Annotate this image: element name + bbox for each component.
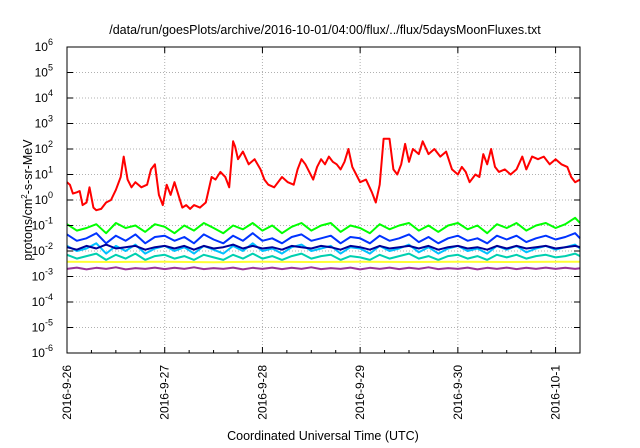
y-tick-label: 104 [35,88,53,105]
y-tick-label-base: 10 [35,193,49,207]
x-axis-ticks: 2016-9-26 2016-9-27 2016-9-28 2016-9-29 2016… [60,47,563,420]
y-tick-label: 10-4 [32,292,53,309]
y-tick-label-exp: -3 [45,267,53,277]
y-tick-label-base: 10 [32,219,46,233]
y-tick-label-exp: 5 [48,63,53,73]
y-tick-label: 105 [35,63,53,80]
series-line-5 [66,243,581,251]
x-tick-label: 2016-10-1 [549,365,563,420]
y-tick-label-exp: -6 [45,343,53,353]
x-tick-label: 2016-9-30 [451,365,465,420]
y-tick-label: 106 [35,37,53,54]
y-tick-label-base: 10 [32,295,46,309]
y-tick-label-base: 10 [35,142,49,156]
y-tick-label: 102 [35,139,53,156]
y-tick-label: 10-3 [32,267,53,284]
y-tick-label-base: 10 [35,40,49,54]
y-axis-label-tail: -s-sr-MeV [21,139,35,195]
x-tick-label: 2016-9-28 [255,365,269,420]
series-line-1 [66,137,581,212]
y-tick-label: 10-1 [32,216,53,233]
y-axis-label-main: protons/cm [21,199,35,261]
x-tick-label: 2016-9-26 [60,365,74,420]
series-group [66,137,581,271]
y-tick-label-exp: 1 [48,165,53,175]
y-tick-label-base: 10 [35,168,49,182]
y-tick-label-exp: -1 [45,216,53,226]
y-tick-label-base: 10 [32,270,46,284]
y-tick-label-exp: -5 [45,318,53,328]
chart-title: /data/run/goesPlots/archive/2016-10-01/0… [109,23,541,37]
y-tick-label: 10-6 [32,343,53,360]
y-tick-label-exp: 0 [48,190,53,200]
y-axis-label: protons/cm2-s-sr-MeV [20,139,35,261]
series-line-2 [66,216,581,235]
grid-lines [67,47,580,353]
y-tick-label-exp: -2 [45,241,53,251]
y-tick-label-base: 10 [35,66,49,80]
y-tick-label: 100 [35,190,53,207]
y-tick-label: 10-2 [32,241,53,258]
plot-frame [66,46,581,354]
y-tick-label-base: 10 [35,91,49,105]
y-tick-label: 101 [35,165,53,182]
y-tick-label-exp: 2 [48,139,53,149]
series-line-4 [66,232,581,245]
y-tick-label-base: 10 [32,346,46,360]
series-line-7 [66,260,580,264]
y-tick-label-exp: -4 [45,292,53,302]
y-tick-label-base: 10 [35,117,49,131]
y-tick-label-exp: 3 [48,114,53,124]
y-axis-label-sup: 2 [20,194,29,199]
y-axis-ticks: 10-610-510-410-310-210-11001011021031041… [32,37,580,360]
y-tick-label: 10-5 [32,318,53,335]
y-tick-label-base: 10 [32,244,46,258]
y-tick-label-exp: 6 [48,37,53,47]
series-line-6 [66,252,581,261]
y-tick-label: 103 [35,114,53,131]
x-tick-label: 2016-9-29 [353,365,367,420]
y-tick-label-base: 10 [32,321,46,335]
y-tick-label-exp: 4 [48,88,53,98]
x-tick-label: 2016-9-27 [158,365,172,420]
series-line-8 [66,266,581,271]
x-axis-label: Coordinated Universal Time (UTC) [227,429,419,443]
